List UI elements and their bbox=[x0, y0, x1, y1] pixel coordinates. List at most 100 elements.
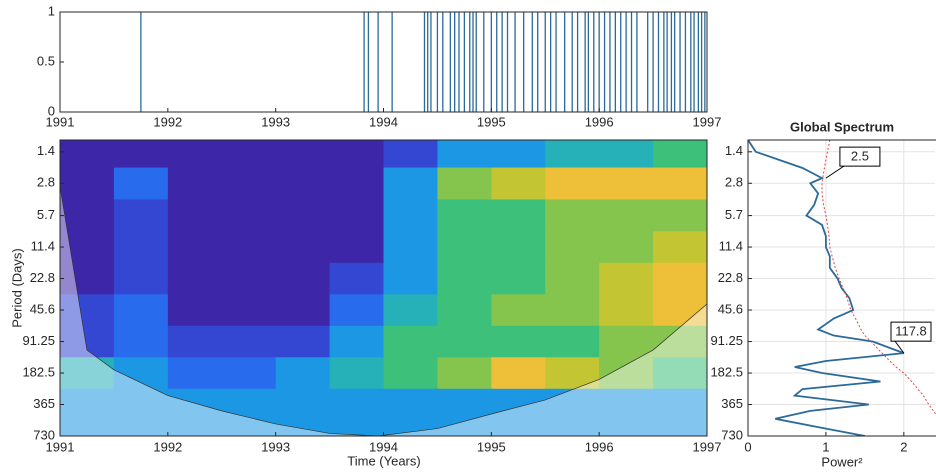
heat-cell bbox=[545, 357, 600, 390]
heat-cell bbox=[653, 231, 707, 264]
heat-cell bbox=[221, 294, 277, 327]
y-tick-label: 365 bbox=[721, 396, 743, 411]
heat-cell bbox=[60, 262, 115, 295]
heat-cell bbox=[113, 388, 169, 421]
heat-cell bbox=[599, 294, 654, 327]
heat-cell bbox=[437, 325, 492, 358]
heat-cell bbox=[329, 231, 384, 264]
x-tick-label: 1995 bbox=[477, 114, 506, 129]
heat-cell bbox=[599, 167, 654, 200]
axes-box bbox=[747, 139, 936, 437]
x-tick-label: 1991 bbox=[46, 114, 75, 129]
y-tick-label: 22.8 bbox=[718, 270, 743, 285]
heat-cell bbox=[491, 167, 546, 200]
heat-cell bbox=[113, 262, 169, 295]
heat-cell bbox=[437, 231, 492, 264]
y-tick-label: 5.7 bbox=[37, 207, 55, 222]
y-tick-label: 91.25 bbox=[710, 333, 743, 348]
y-tick-label: 5.7 bbox=[725, 207, 743, 222]
spectrum-line bbox=[748, 140, 905, 436]
heat-cell bbox=[599, 231, 654, 264]
y-tick-label: 2.8 bbox=[37, 175, 55, 190]
heat-cell bbox=[221, 231, 277, 264]
heat-cell bbox=[653, 420, 707, 436]
heat-cell bbox=[329, 420, 384, 436]
y-tick-label: 182.5 bbox=[22, 364, 55, 379]
heat-cell bbox=[275, 388, 331, 421]
heat-cell bbox=[113, 294, 169, 327]
y-tick-label: 45.6 bbox=[30, 301, 55, 316]
heat-cell bbox=[545, 388, 600, 421]
heat-cell bbox=[221, 388, 277, 421]
annotation-label: 2.5 bbox=[851, 149, 869, 164]
heat-cell bbox=[599, 388, 654, 421]
heat-cell bbox=[275, 199, 331, 232]
y-tick-label: 11.4 bbox=[719, 238, 743, 253]
y-tick-label: 730 bbox=[721, 427, 743, 442]
heat-cell bbox=[383, 262, 438, 295]
significance-line bbox=[821, 140, 936, 416]
x-tick-label: 1993 bbox=[261, 114, 290, 129]
heat-cell bbox=[113, 167, 169, 200]
heat-cell bbox=[275, 140, 331, 169]
heat-cell bbox=[599, 140, 654, 169]
heat-cell bbox=[491, 140, 546, 169]
heat-cell bbox=[329, 325, 384, 358]
y-tick-label: 22.8 bbox=[30, 270, 55, 285]
heat-cell bbox=[275, 357, 331, 390]
heat-cell bbox=[167, 231, 223, 264]
heat-cell bbox=[167, 199, 223, 232]
heat-cell bbox=[653, 199, 707, 232]
heat-cell bbox=[653, 357, 707, 390]
heat-cell bbox=[167, 325, 223, 358]
cone-of-influence-shade bbox=[60, 140, 707, 436]
y-tick-label: 1 bbox=[48, 3, 55, 18]
heat-cell bbox=[383, 420, 438, 436]
heat-cell bbox=[275, 231, 331, 264]
heat-cell bbox=[167, 388, 223, 421]
heat-cell bbox=[653, 167, 707, 200]
heat-cell bbox=[167, 357, 223, 390]
heat-cell bbox=[221, 167, 277, 200]
annotation-box bbox=[890, 321, 932, 342]
heat-cell bbox=[221, 325, 277, 358]
heat-cell bbox=[437, 294, 492, 327]
heat-cell bbox=[545, 199, 600, 232]
heat-cell bbox=[491, 294, 546, 327]
heat-cell bbox=[545, 325, 600, 358]
x-tick-label: 1997 bbox=[693, 114, 722, 129]
x-tick-label: 2 bbox=[900, 439, 907, 454]
heat-cell bbox=[491, 231, 546, 264]
x-tick-label: 1994 bbox=[369, 114, 398, 129]
x-tick-label: 1 bbox=[822, 439, 829, 454]
heat-cell bbox=[329, 294, 384, 327]
x-tick-label: 1994 bbox=[369, 439, 398, 454]
plot-area bbox=[748, 140, 936, 436]
heat-cell bbox=[167, 294, 223, 327]
heat-cell bbox=[329, 262, 384, 295]
x-tick-label: 1995 bbox=[477, 439, 506, 454]
heat-cell bbox=[599, 325, 654, 358]
heat-cell bbox=[329, 357, 384, 390]
heat-cell bbox=[599, 420, 654, 436]
annotation-arrow bbox=[894, 340, 905, 354]
y-tick-label: 1.4 bbox=[37, 143, 55, 158]
y-tick-label: 1.4 bbox=[725, 143, 743, 158]
heat-cell bbox=[221, 420, 277, 436]
spectrum-x-label: Power² bbox=[821, 454, 863, 469]
heat-cell bbox=[60, 231, 115, 264]
heat-cell bbox=[329, 167, 384, 200]
annotation-arrow bbox=[825, 165, 845, 179]
heat-cell bbox=[437, 388, 492, 421]
heat-cell bbox=[653, 140, 707, 169]
y-tick-label: 182.5 bbox=[710, 364, 743, 379]
y-tick-label: 91.25 bbox=[22, 333, 55, 348]
heat-cell bbox=[383, 325, 438, 358]
y-tick-label: 2.8 bbox=[725, 175, 743, 190]
heat-cell bbox=[60, 199, 115, 232]
heat-cell bbox=[221, 199, 277, 232]
heat-cell bbox=[653, 325, 707, 358]
heat-cell bbox=[545, 294, 600, 327]
y-tick-label: 730 bbox=[33, 427, 55, 442]
global-spectrum: 0 1 2 1.4 2.8 5.7 11.4 22.8 45.6 91.25 182.5 365 730… bbox=[710, 139, 936, 454]
